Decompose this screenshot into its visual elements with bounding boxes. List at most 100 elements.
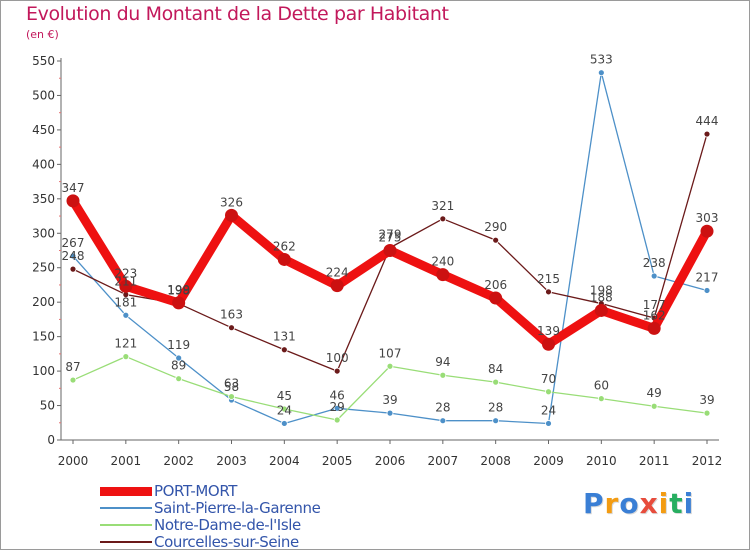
y-tick-label: 450 xyxy=(32,123,55,137)
data-label: 63 xyxy=(224,377,239,391)
y-tick-label: 150 xyxy=(32,330,55,344)
data-label: 94 xyxy=(435,355,450,369)
data-point xyxy=(647,321,661,335)
x-tick-label: 2006 xyxy=(375,454,406,468)
legend-label: Courcelles-sur-Seine xyxy=(154,533,299,551)
data-label: 181 xyxy=(114,295,137,309)
data-label: 24 xyxy=(277,403,292,417)
data-label: 46 xyxy=(330,388,345,402)
y-tick-label: 200 xyxy=(32,295,55,309)
data-point xyxy=(545,288,552,296)
data-label: 326 xyxy=(220,195,243,209)
data-label: 444 xyxy=(696,114,719,128)
data-point xyxy=(277,252,291,266)
data-point xyxy=(333,367,341,375)
data-label: 177 xyxy=(643,298,666,312)
data-label: 198 xyxy=(167,284,190,298)
data-label: 49 xyxy=(647,386,662,400)
data-point xyxy=(119,279,133,293)
data-label: 215 xyxy=(537,272,560,286)
data-point xyxy=(439,417,447,425)
data-label: 347 xyxy=(62,181,85,195)
y-tick-label: 250 xyxy=(32,261,55,275)
data-label: 279 xyxy=(379,228,402,242)
x-tick-label: 2001 xyxy=(111,454,142,468)
data-point xyxy=(69,376,77,384)
data-label: 60 xyxy=(594,379,609,393)
data-label: 303 xyxy=(696,211,719,225)
data-point xyxy=(333,404,341,412)
data-label: 206 xyxy=(484,278,507,292)
data-label: 39 xyxy=(699,393,714,407)
data-label: 100 xyxy=(326,351,349,365)
data-label: 224 xyxy=(326,266,349,280)
data-point xyxy=(175,354,183,362)
legend-item: Saint-Pierre-la-Garenne xyxy=(100,499,321,517)
data-label: 131 xyxy=(273,330,296,344)
data-point xyxy=(333,416,341,424)
data-point xyxy=(122,353,130,361)
data-point xyxy=(492,417,500,425)
data-point xyxy=(542,337,555,351)
data-point xyxy=(650,272,658,280)
x-tick-label: 2002 xyxy=(163,454,194,468)
legend-label: Notre-Dame-de-l'Isle xyxy=(154,516,301,534)
data-point xyxy=(597,395,605,403)
data-label: 217 xyxy=(696,270,719,284)
data-point xyxy=(703,287,711,294)
chart-title: Evolution du Montant de la Dette par Hab… xyxy=(26,3,449,25)
x-tick-label: 2010 xyxy=(586,454,617,468)
data-point xyxy=(386,362,394,370)
data-point xyxy=(492,236,500,244)
data-label: 29 xyxy=(330,400,345,414)
data-label: 248 xyxy=(62,249,85,263)
data-point xyxy=(597,69,605,77)
data-point xyxy=(280,346,288,354)
y-tick-label: 350 xyxy=(32,192,55,206)
data-point xyxy=(703,130,711,138)
y-tick-label: 0 xyxy=(47,433,55,447)
data-label: 275 xyxy=(379,231,402,245)
data-point xyxy=(545,420,552,427)
data-point xyxy=(439,215,447,223)
y-tick-label: 400 xyxy=(32,157,55,171)
y-tick-label: 100 xyxy=(32,364,55,378)
y-tick-label: 550 xyxy=(32,54,55,68)
legend-swatch xyxy=(100,507,152,509)
data-point xyxy=(280,405,288,413)
data-label: 223 xyxy=(114,266,137,280)
data-label: 163 xyxy=(220,308,243,322)
x-tick-label: 2012 xyxy=(692,454,723,468)
legend-swatch xyxy=(100,486,152,496)
data-point xyxy=(225,208,238,222)
data-point xyxy=(280,420,288,427)
legend-item: Notre-Dame-de-l'Isle xyxy=(100,516,301,534)
data-label: 84 xyxy=(488,362,503,376)
data-point xyxy=(172,296,186,310)
y-tick-label: 50 xyxy=(40,399,55,413)
unit-label: (en €) xyxy=(26,28,59,41)
data-label: 321 xyxy=(431,199,454,213)
data-point xyxy=(594,303,608,317)
data-point xyxy=(545,388,552,396)
proxiti-logo: Proxiti xyxy=(583,487,695,520)
data-point xyxy=(330,279,344,293)
x-tick-label: 2004 xyxy=(269,454,300,468)
data-label: 188 xyxy=(590,290,613,304)
data-label: 162 xyxy=(643,308,666,322)
legend-item: PORT-MORT xyxy=(100,482,237,500)
data-point xyxy=(386,409,394,417)
data-point xyxy=(66,194,80,208)
data-point xyxy=(439,371,447,379)
data-point xyxy=(700,224,714,238)
y-tick-label: 300 xyxy=(32,226,55,240)
data-label: 39 xyxy=(382,393,397,407)
data-label: 70 xyxy=(541,372,556,386)
data-point xyxy=(69,265,77,273)
legend-item: Courcelles-sur-Seine xyxy=(100,533,299,551)
data-point xyxy=(175,375,183,383)
x-tick-label: 2000 xyxy=(58,454,89,468)
data-point xyxy=(489,291,503,305)
